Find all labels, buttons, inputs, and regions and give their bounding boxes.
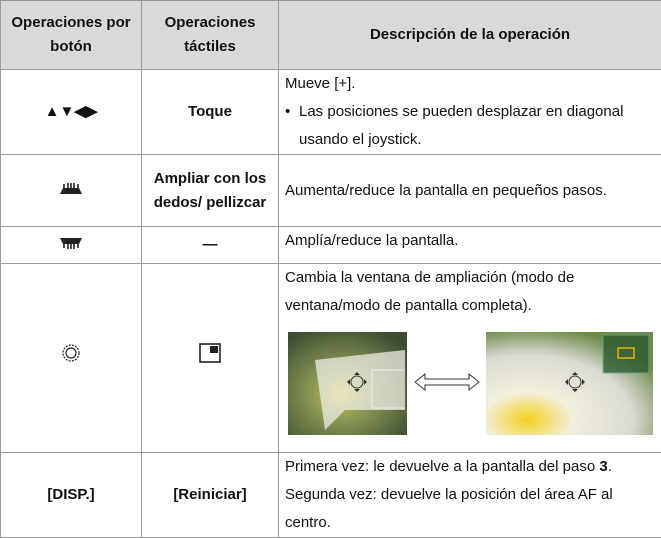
control-wheel-icon [62, 344, 80, 362]
description-cell: Aumenta/reduce la pantalla en pequeños p… [279, 155, 661, 227]
button-cell: ▲▼◀▶ [1, 70, 142, 155]
header-cell: Operaciones por botón [1, 1, 142, 70]
header-row: Operaciones por botón Operaciones táctil… [1, 1, 661, 70]
header-cell: Operaciones táctiles [142, 1, 279, 70]
description: Mueve [+]. [285, 70, 655, 98]
button-cell [1, 264, 142, 453]
row: — Amplía/reduce la pantalla. [1, 227, 661, 264]
row: ▲▼◀▶ Toque Mueve [+]. •Las posiciones se… [1, 70, 661, 155]
touch-cell: Ampliar con los dedos/ pellizcar [142, 155, 279, 227]
step-number: 3 [599, 458, 607, 475]
description-cell: Mueve [+]. •Las posiciones se pueden des… [279, 70, 661, 155]
touch-cell [142, 264, 279, 453]
window-icon [199, 343, 221, 363]
description-cell: Cambia la ventana de ampliación (modo de… [279, 264, 661, 453]
row: Cambia la ventana de ampliación (modo de… [1, 264, 661, 453]
text: Primera vez: le devuelve a la pantalla d… [285, 458, 599, 475]
description-cell: Amplía/reduce la pantalla. [279, 227, 661, 264]
button-cell: [DISP.] [1, 453, 142, 538]
button-cell [1, 155, 142, 227]
description-cell: Primera vez: le devuelve a la pantalla d… [279, 453, 661, 538]
touch-cell: [Reiniciar] [142, 453, 279, 538]
header-cell: Descripción de la operación [279, 1, 661, 70]
rear-dial-icon [59, 237, 83, 249]
description: Segunda vez: devuelve la posición del ár… [285, 481, 655, 537]
description: Cambia la ventana de ampliación (modo de… [285, 264, 655, 320]
row: Ampliar con los dedos/ pellizcar Aumenta… [1, 155, 661, 227]
bullet-item: •Las posiciones se pueden desplazar en d… [285, 98, 655, 154]
front-dial-icon [59, 183, 83, 195]
illustration [285, 330, 655, 438]
button-cell [1, 227, 142, 264]
bullet-text: Las posiciones se pueden desplazar en di… [299, 98, 655, 154]
description: Primera vez: le devuelve a la pantalla d… [285, 453, 655, 481]
text: . [608, 458, 612, 475]
touch-cell: — [142, 227, 279, 264]
touch-cell: Toque [142, 70, 279, 155]
row: [DISP.] [Reiniciar] Primera vez: le devu… [1, 453, 661, 538]
